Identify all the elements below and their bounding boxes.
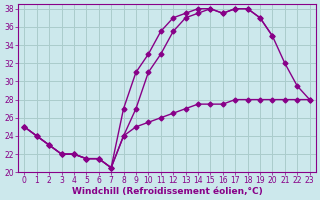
X-axis label: Windchill (Refroidissement éolien,°C): Windchill (Refroidissement éolien,°C) (72, 187, 262, 196)
